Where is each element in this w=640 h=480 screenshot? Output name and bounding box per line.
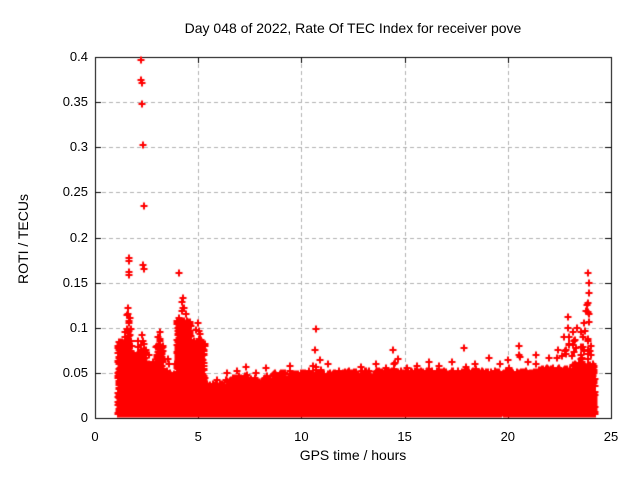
x-tick-label: 5 <box>194 429 202 444</box>
y-tick-label: 0.1 <box>69 319 88 335</box>
y-axis-label: ROTI / TECUs <box>15 194 31 284</box>
y-tick-label: 0 <box>80 410 88 425</box>
x-axis-label: GPS time / hours <box>299 447 407 463</box>
y-tick-label: 0.35 <box>62 94 88 110</box>
x-tick-label: 20 <box>500 429 516 444</box>
y-tick-label: 0.15 <box>62 274 88 290</box>
x-tick-label: 10 <box>294 429 309 444</box>
y-tick-label: 0.25 <box>62 184 88 200</box>
y-tick-label: 0.4 <box>69 49 88 64</box>
x-tick-label: 0 <box>91 429 99 444</box>
y-tick-label: 0.2 <box>69 229 88 245</box>
chart-title: Day 048 of 2022, Rate Of TEC Index for r… <box>184 20 522 36</box>
y-tick-label: 0.3 <box>69 139 88 155</box>
x-tick-label: 25 <box>603 429 619 444</box>
y-tick-label: 0.05 <box>62 364 88 380</box>
x-tick-label: 15 <box>397 429 412 444</box>
